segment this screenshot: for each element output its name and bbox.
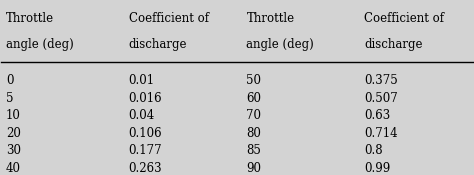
Text: angle (deg): angle (deg) (6, 38, 74, 51)
Text: 90: 90 (246, 162, 262, 174)
Text: Coefficient of: Coefficient of (128, 12, 209, 25)
Text: 20: 20 (6, 127, 21, 140)
Text: Throttle: Throttle (246, 12, 294, 25)
Text: 0.8: 0.8 (364, 144, 383, 157)
Text: 30: 30 (6, 144, 21, 157)
Text: discharge: discharge (364, 38, 423, 51)
Text: 0.63: 0.63 (364, 109, 391, 122)
Text: 80: 80 (246, 127, 261, 140)
Text: 0.016: 0.016 (128, 92, 162, 105)
Text: 0.507: 0.507 (364, 92, 398, 105)
Text: 0.106: 0.106 (128, 127, 162, 140)
Text: 0.01: 0.01 (128, 74, 155, 87)
Text: Throttle: Throttle (6, 12, 54, 25)
Text: 70: 70 (246, 109, 262, 122)
Text: 10: 10 (6, 109, 21, 122)
Text: 0.375: 0.375 (364, 74, 398, 87)
Text: angle (deg): angle (deg) (246, 38, 314, 51)
Text: 0: 0 (6, 74, 14, 87)
Text: 5: 5 (6, 92, 14, 105)
Text: 60: 60 (246, 92, 262, 105)
Text: 40: 40 (6, 162, 21, 174)
Text: Coefficient of: Coefficient of (364, 12, 444, 25)
Text: 0.04: 0.04 (128, 109, 155, 122)
Text: 0.263: 0.263 (128, 162, 162, 174)
Text: 0.714: 0.714 (364, 127, 398, 140)
Text: 50: 50 (246, 74, 262, 87)
Text: 0.177: 0.177 (128, 144, 162, 157)
Text: 0.99: 0.99 (364, 162, 391, 174)
Text: 85: 85 (246, 144, 261, 157)
Text: discharge: discharge (128, 38, 187, 51)
